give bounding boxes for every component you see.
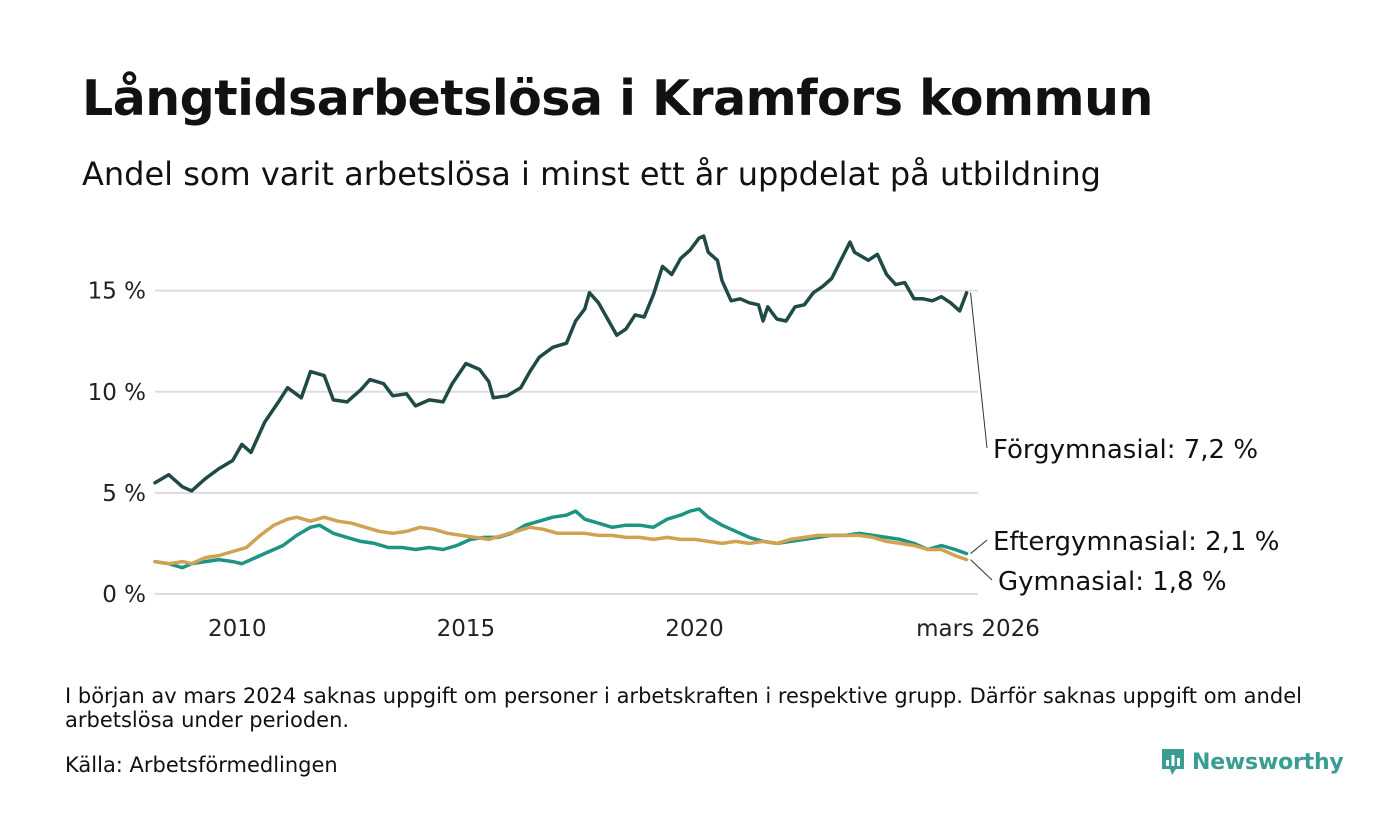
x-tick-label: mars 2026 [916, 616, 1040, 642]
brand-name: Newsworthy [1192, 749, 1344, 775]
series-end-label: Förgymnasial: 7,2 % [993, 435, 1258, 465]
x-axis-ticks: 2010 2015 2020 mars 2026 [208, 616, 1040, 642]
label-connector [970, 559, 993, 581]
series-line-eftergymnasial [153, 507, 969, 570]
y-tick-label: 15 % [88, 279, 146, 305]
series-line-gymnasial [153, 515, 969, 566]
series-end-label: Eftergymnasial: 2,1 % [993, 527, 1279, 557]
y-axis-ticks: 0 % 5 % 10 % 15 % [88, 279, 146, 608]
x-tick-label: 2015 [437, 616, 496, 642]
newsworthy-icon [1162, 749, 1184, 775]
series-lines [153, 234, 969, 570]
label-connector [970, 539, 988, 554]
footnote: I början av mars 2024 saknas uppgift om … [65, 684, 1302, 732]
grid-lines [155, 289, 978, 595]
series-line-förgymnasial [153, 234, 969, 493]
series-end-labels: Förgymnasial: 7,2 % Eftergymnasial: 2,1 %… [970, 292, 1279, 597]
y-tick-label: 0 % [102, 582, 146, 608]
brand-logo: Newsworthy [1160, 747, 1344, 777]
chart-subtitle: Andel som varit arbetslösa i minst ett å… [82, 155, 1101, 193]
x-tick-label: 2010 [208, 616, 267, 642]
label-connector [970, 292, 988, 449]
series-end-label: Gymnasial: 1,8 % [998, 567, 1227, 597]
y-tick-label: 5 % [102, 481, 146, 507]
y-tick-label: 10 % [88, 380, 146, 406]
line-chart: 0 % 5 % 10 % 15 % 2010 2015 2020 mars 2026 För… [88, 234, 1279, 642]
source-text: Källa: Arbetsförmedlingen [65, 753, 338, 777]
chart-title: Långtidsarbetslösa i Kramfors kommun [82, 70, 1153, 127]
x-tick-label: 2020 [665, 616, 724, 642]
